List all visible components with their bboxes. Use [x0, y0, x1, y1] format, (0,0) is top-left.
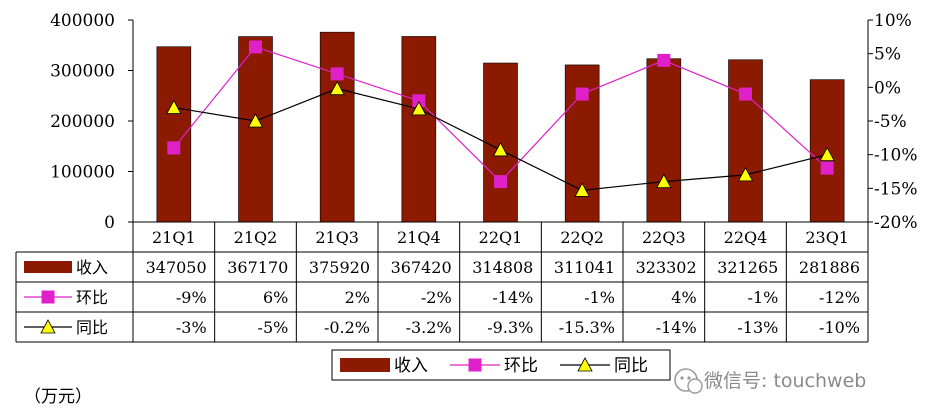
marker-同比-22Q3: [656, 173, 672, 189]
bar-22Q4: [728, 59, 763, 223]
category-label: 22Q4: [724, 228, 768, 247]
marker-环比-21Q3: [330, 67, 344, 81]
wechat-icon: [674, 368, 703, 394]
marker-环比-21Q1: [167, 141, 181, 155]
left-tick-label: 400000: [50, 11, 115, 31]
table-cell: 281886: [799, 258, 860, 277]
table-cell: 6%: [263, 288, 288, 307]
bar-21Q4: [401, 36, 437, 223]
table-cell: -2%: [421, 288, 452, 307]
right-tick-label: -20%: [874, 213, 918, 233]
table-cell: 367420: [391, 258, 452, 277]
table-cell: 314808: [472, 258, 533, 277]
marker-同比-21Q3: [329, 80, 345, 96]
marker-同比-23Q1: [819, 146, 835, 162]
right-tick-label: -15%: [874, 179, 918, 199]
marker-同比-22Q2: [574, 182, 590, 197]
legend-label: 收入: [394, 356, 428, 376]
table-cell: -0.2%: [324, 318, 370, 337]
legend-label: 环比: [504, 356, 538, 376]
category-label: 21Q2: [234, 228, 278, 247]
table-cell: 375920: [309, 258, 370, 277]
marker-同比-22Q1: [492, 142, 509, 157]
table-cell: -9.3%: [487, 318, 533, 337]
left-tick-label: 200000: [50, 112, 115, 132]
category-label: 21Q3: [315, 228, 359, 247]
marker-环比-22Q4: [739, 87, 752, 101]
table-cell: -14%: [656, 318, 697, 337]
row-key-marker-同比: [40, 319, 56, 334]
table-cell: -10%: [819, 318, 860, 337]
marker-环比-22Q1: [494, 175, 507, 189]
table-cell: -1%: [748, 288, 779, 307]
marker-同比-21Q1: [166, 99, 182, 114]
table-cell: -1%: [584, 288, 615, 307]
category-label: 22Q2: [560, 228, 604, 247]
category-label: 21Q4: [397, 228, 441, 247]
legend-swatch-收入: [340, 358, 390, 372]
row-key-marker-环比: [41, 290, 55, 304]
row-label: 收入: [76, 258, 108, 277]
table-cell: 4%: [671, 288, 696, 307]
category-label: 21Q1: [152, 228, 196, 247]
table-cell: -5%: [258, 318, 289, 337]
table-cell: -15.3%: [559, 318, 615, 337]
unit-label: （万元）: [24, 387, 92, 407]
watermark-text: 微信号: touchweb: [704, 370, 866, 392]
table-cell: -13%: [737, 318, 778, 337]
marker-环比-22Q3: [657, 53, 671, 67]
table-cell: 367170: [227, 258, 288, 277]
watermark: 微信号: touchweb: [674, 368, 866, 394]
bar-21Q3: [319, 31, 355, 223]
table-cell: 347050: [146, 258, 207, 277]
row-key-收入: [24, 261, 72, 273]
left-tick-label: 100000: [50, 163, 115, 183]
marker-环比-23Q1: [820, 161, 834, 175]
table-cell: -3.2%: [406, 318, 452, 337]
legend-label: 同比: [614, 356, 648, 376]
legend-marker-环比: [468, 358, 482, 372]
right-tick-label: -5%: [874, 112, 907, 132]
marker-同比-21Q2: [247, 113, 264, 128]
marker-同比-21Q4: [411, 101, 427, 116]
right-tick-label: 5%: [874, 45, 901, 65]
bar-21Q2: [238, 36, 273, 223]
row-label: 同比: [76, 318, 108, 337]
right-tick-label: 10%: [874, 11, 912, 31]
right-tick-label: -10%: [874, 146, 918, 166]
table-cell: 2%: [345, 288, 370, 307]
marker-环比-22Q2: [575, 87, 589, 101]
table-cell: 321265: [717, 258, 778, 277]
right-tick-label: 0%: [874, 78, 901, 98]
category-label: 23Q1: [805, 228, 849, 247]
bar-22Q3: [646, 58, 682, 223]
left-tick-label: 300000: [50, 62, 115, 82]
category-label: 22Q1: [479, 228, 523, 247]
bar-21Q1: [156, 46, 192, 223]
marker-同比-22Q4: [737, 167, 754, 182]
table-cell: -14%: [492, 288, 533, 307]
table-cell: -3%: [176, 318, 207, 337]
row-label: 环比: [76, 288, 108, 307]
left-tick-label: 0: [104, 213, 115, 233]
category-label: 22Q3: [642, 228, 686, 247]
table-cell: -9%: [176, 288, 207, 307]
marker-环比-21Q2: [249, 40, 262, 54]
table-cell: 311041: [554, 258, 615, 277]
table-cell: -12%: [819, 288, 860, 307]
legend-marker-同比: [577, 357, 593, 372]
table-cell: 323302: [636, 258, 697, 277]
